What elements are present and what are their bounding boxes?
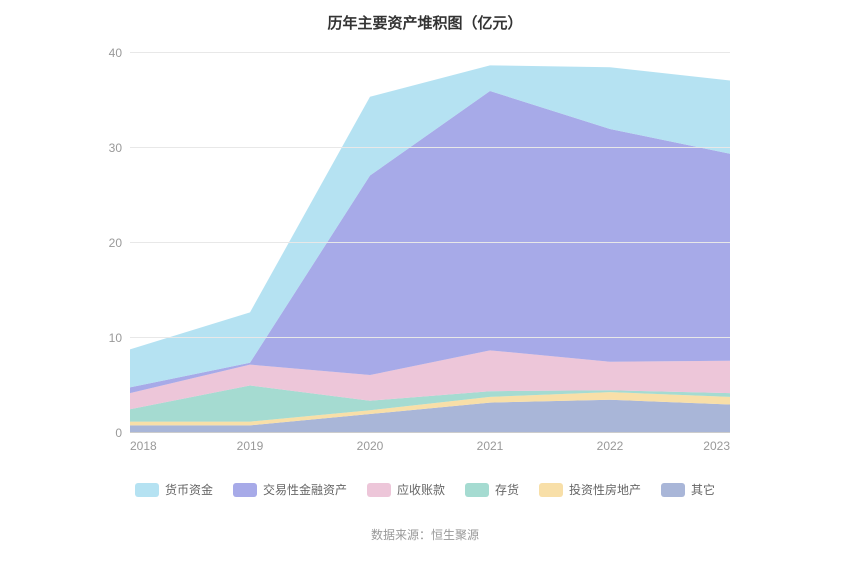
x-axis-tick-label: 2020 <box>357 433 384 453</box>
x-axis-line <box>130 432 730 433</box>
legend-swatch <box>135 483 159 497</box>
x-axis-tick-label: 2018 <box>130 433 157 453</box>
x-axis-tick-label: 2022 <box>597 433 624 453</box>
legend-item[interactable]: 其它 <box>661 481 715 498</box>
legend-label: 其它 <box>691 481 715 498</box>
gridline <box>130 242 730 243</box>
y-axis-tick-label: 30 <box>109 141 130 155</box>
legend-label: 交易性金融资产 <box>263 481 347 498</box>
legend-item[interactable]: 交易性金融资产 <box>233 481 347 498</box>
legend-item[interactable]: 货币资金 <box>135 481 213 498</box>
legend-label: 应收账款 <box>397 481 445 498</box>
chart-legend: 货币资金 交易性金融资产 应收账款 存货 投资性房地产 其它 <box>0 481 850 502</box>
legend-swatch <box>465 483 489 497</box>
gridline <box>130 52 730 53</box>
stacked-area-svg <box>130 53 730 433</box>
legend-swatch <box>367 483 391 497</box>
data-source-label: 数据来源：恒生聚源 <box>0 526 850 543</box>
x-axis-tick-label: 2019 <box>237 433 264 453</box>
x-axis-tick-label: 2021 <box>477 433 504 453</box>
y-axis-tick-label: 40 <box>109 46 130 60</box>
legend-label: 投资性房地产 <box>569 481 641 498</box>
y-axis-tick-label: 20 <box>109 236 130 250</box>
legend-swatch <box>233 483 257 497</box>
gridline <box>130 337 730 338</box>
legend-item[interactable]: 存货 <box>465 481 519 498</box>
legend-item[interactable]: 应收账款 <box>367 481 445 498</box>
y-axis-tick-label: 0 <box>115 426 130 440</box>
gridline <box>130 147 730 148</box>
legend-label: 存货 <box>495 481 519 498</box>
chart-title: 历年主要资产堆积图（亿元） <box>0 0 850 33</box>
legend-swatch <box>539 483 563 497</box>
legend-swatch <box>661 483 685 497</box>
legend-item[interactable]: 投资性房地产 <box>539 481 641 498</box>
legend-label: 货币资金 <box>165 481 213 498</box>
y-axis-tick-label: 10 <box>109 331 130 345</box>
x-axis-tick-label: 2023 <box>703 433 730 453</box>
chart-plot-area: 010203040201820192020202120222023 <box>130 53 730 433</box>
